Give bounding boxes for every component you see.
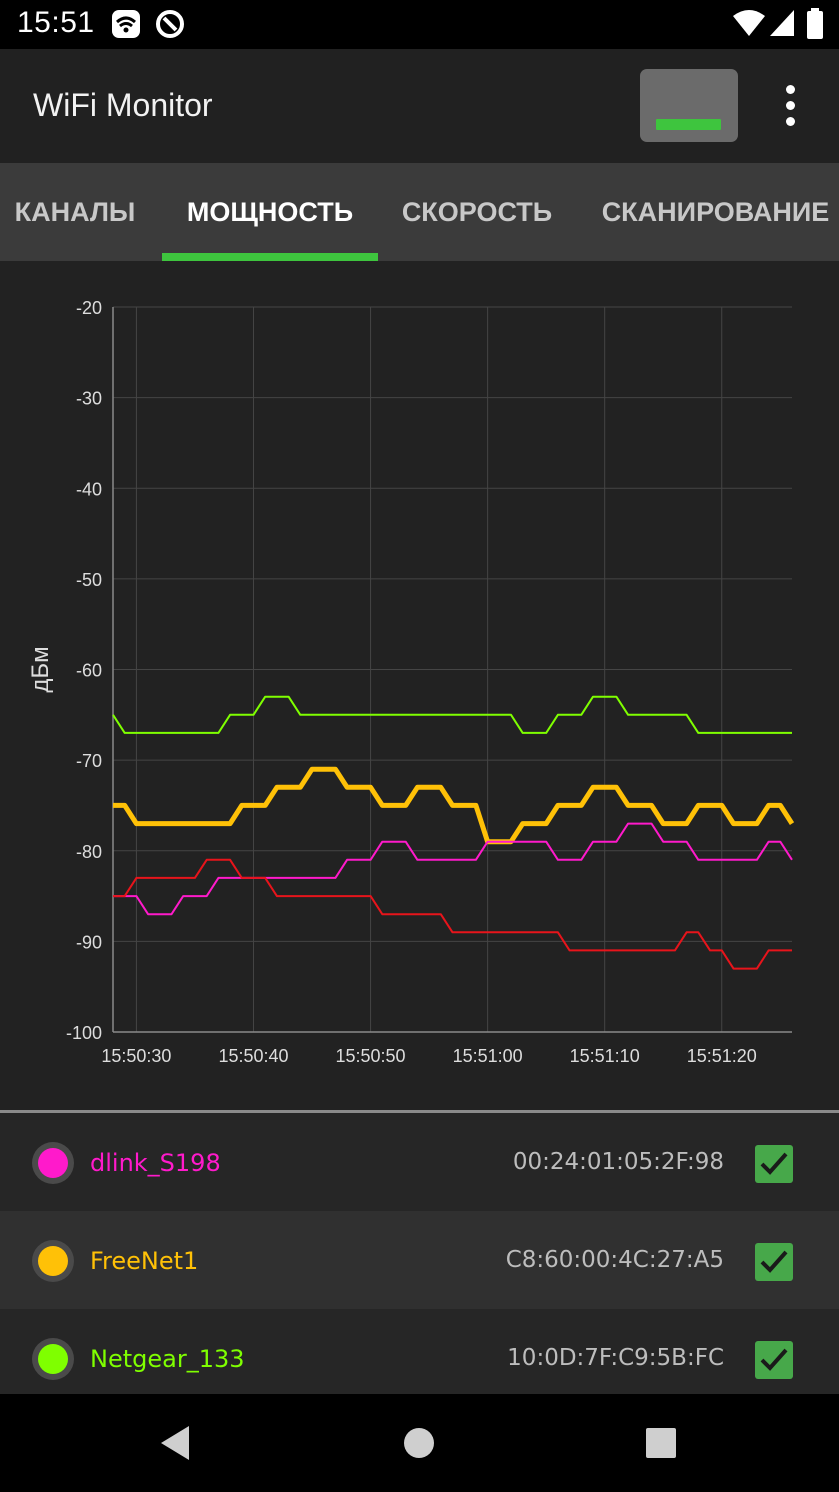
battery-icon (806, 8, 824, 45)
status-time: 15:51 (17, 6, 95, 39)
x-tick-label: 15:50:30 (101, 1046, 171, 1066)
chart-canvas: -20 -30 -40 -50 -60 -70 -80 -90 -100 15:50:30 15:5… (27, 298, 795, 1066)
series-line-2 (113, 822, 793, 916)
y-tick-label: -90 (76, 932, 102, 952)
series-line-0 (112, 695, 792, 734)
network-row[interactable]: FreeNet1 C8:60:00:4C:27:A5 (0, 1211, 839, 1309)
app-title: WiFi Monitor (33, 87, 213, 123)
y-tick-label: -40 (76, 479, 102, 499)
network-row[interactable]: dlink_S198 00:24:01:05:2F:98 (0, 1113, 839, 1211)
network-bssid: C8:60:00:4C:27:A5 (505, 1247, 724, 1273)
home-icon (404, 1428, 434, 1458)
data-saver-icon (154, 8, 186, 45)
divider (0, 1110, 839, 1113)
network-visible-checkbox[interactable] (755, 1145, 793, 1183)
y-tick-label: -50 (76, 570, 102, 590)
system-nav-bar (0, 1394, 839, 1492)
app-toolbar: WiFi Monitor (0, 49, 839, 163)
network-color-icon (32, 1240, 74, 1282)
tab-scanning[interactable]: СКАНИРОВАНИЕ (601, 196, 830, 227)
network-color-icon (32, 1142, 74, 1184)
x-tick-label: 15:51:00 (453, 1046, 523, 1066)
x-tick-label: 15:51:20 (687, 1046, 757, 1066)
signal-strength-chart: -20 -30 -40 -50 -60 -70 -80 -90 -100 15:50:30 15:5… (0, 261, 839, 1112)
active-tab-indicator (162, 253, 378, 261)
network-visible-checkbox[interactable] (755, 1341, 793, 1379)
back-button[interactable] (125, 1394, 225, 1492)
wifi-signal-icon (732, 8, 766, 43)
y-tick-label: -30 (76, 389, 102, 409)
tab-speed[interactable]: СКОРОСТЬ (401, 196, 553, 227)
tab-bar: КАНАЛЫ МОЩНОСТЬ СКОРОСТЬ СКАНИРОВАНИЕ (0, 163, 839, 261)
network-ssid: Netgear_133 (90, 1345, 245, 1373)
y-tick-label: -100 (66, 1023, 102, 1043)
tab-power[interactable]: МОЩНОСТЬ (186, 196, 354, 227)
series-line-1 (113, 766, 795, 845)
network-ssid: dlink_S198 (90, 1149, 221, 1177)
network-row[interactable]: Netgear_133 10:0D:7F:C9:5B:FC (0, 1309, 839, 1407)
y-tick-label: -80 (76, 842, 102, 862)
status-bar: 15:51 (0, 0, 839, 49)
y-tick-label: -20 (76, 298, 102, 318)
network-color-icon (32, 1338, 74, 1380)
network-bssid: 10:0D:7F:C9:5B:FC (507, 1345, 724, 1371)
network-ssid: FreeNet1 (90, 1247, 199, 1275)
network-visible-checkbox[interactable] (755, 1243, 793, 1281)
y-tick-label: -60 (76, 661, 102, 681)
x-tick-label: 15:50:50 (336, 1046, 406, 1066)
overflow-menu-icon[interactable] (776, 85, 804, 127)
x-tick-label: 15:51:10 (570, 1046, 640, 1066)
tab-channels[interactable]: КАНАЛЫ (14, 196, 136, 227)
recents-button[interactable] (611, 1394, 711, 1492)
series-line-3 (113, 858, 792, 970)
cell-signal-icon (768, 8, 796, 43)
network-bssid: 00:24:01:05:2F:98 (512, 1149, 724, 1175)
back-icon (161, 1426, 189, 1460)
y-axis-label: дБм (27, 646, 54, 692)
recents-icon (646, 1428, 676, 1458)
pause-monitor-button[interactable] (640, 69, 738, 142)
y-tick-label: -70 (76, 751, 102, 771)
x-tick-label: 15:50:40 (218, 1046, 288, 1066)
home-button[interactable] (369, 1394, 469, 1492)
network-list: dlink_S198 00:24:01:05:2F:98 FreeNet1 C8… (0, 1113, 839, 1407)
wifi-hotspot-icon (110, 8, 142, 45)
status-bar-icon (656, 119, 721, 130)
